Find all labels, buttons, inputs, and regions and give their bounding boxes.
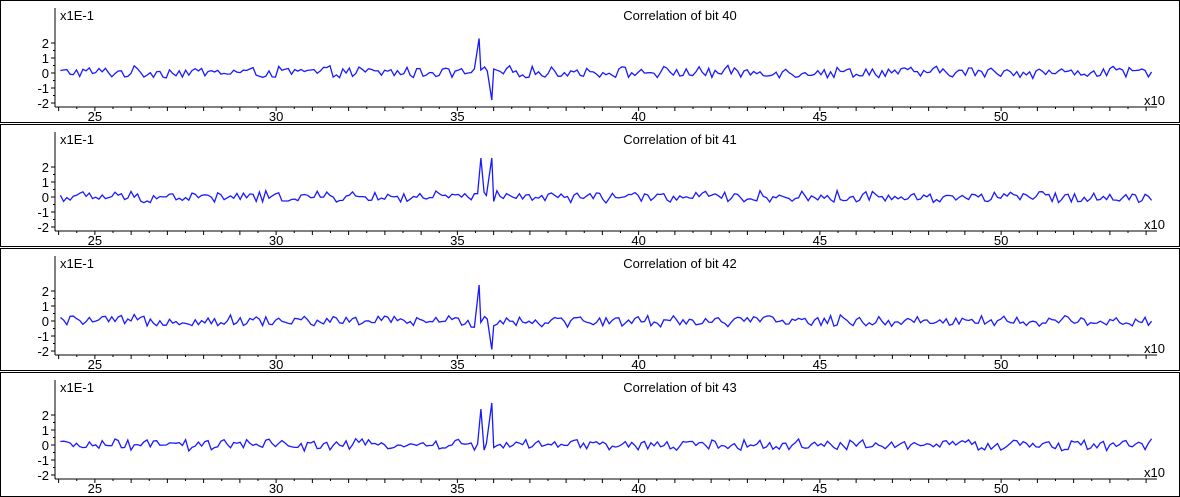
panel-frame [0,372,1180,497]
x-multiplier-label: x10 [1144,465,1165,480]
x-multiplier-label: x10 [1144,93,1165,108]
y-tick-label: 2 [42,284,49,299]
y-tick-label: 2 [42,408,49,423]
x-tick-label: 40 [631,109,645,123]
y-tick-label: -1 [37,205,49,220]
y-tick-label: 0 [42,438,49,453]
x-tick-label: 35 [450,233,464,247]
x-tick-label: 50 [994,109,1008,123]
x-multiplier-label: x10 [1144,217,1165,232]
y-tick-label: -2 [37,96,49,111]
x-tick-label: 45 [813,481,827,496]
y-multiplier-label: x1E-1 [60,380,94,395]
y-tick-label: -1 [37,81,49,96]
x-tick-label: 25 [88,357,102,371]
x-tick-label: 50 [994,481,1008,496]
y-tick-label: 0 [42,66,49,81]
y-tick-label: -2 [37,220,49,235]
x-tick-label: 45 [813,233,827,247]
chart-panel-2: -2 -1 0 1 2 25 30 35 40 45 50 Correlation of bit 42… [0,248,1180,371]
x-tick-label: 25 [88,109,102,123]
y-tick-label: 1 [42,51,49,66]
correlation-series-line [59,284,1153,350]
panel-frame [0,0,1180,123]
x-tick-label: 30 [269,357,283,371]
chart-panel-1: -2 -1 0 1 2 25 30 35 40 45 50 Correlation of bit 41… [0,124,1180,247]
y-multiplier-label: x1E-1 [60,132,94,147]
x-tick-label: 50 [994,357,1008,371]
y-tick-label: 2 [42,160,49,175]
x-tick-label: 30 [269,481,283,496]
chart-title: Correlation of bit 43 [623,380,736,395]
y-tick-label: 2 [42,36,49,51]
x-tick-label: 40 [631,481,645,496]
x-tick-label: 45 [813,109,827,123]
chart-title: Correlation of bit 41 [623,132,736,147]
x-tick-label: 45 [813,357,827,371]
x-tick-label: 30 [269,109,283,123]
y-tick-label: -2 [37,344,49,359]
x-tick-label: 30 [269,233,283,247]
y-tick-label: 1 [42,423,49,438]
x-tick-label: 35 [450,481,464,496]
chart-panel-3: -2 -1 0 1 2 25 30 35 40 45 50 Correlation of bit 43… [0,372,1180,497]
x-tick-label: 35 [450,109,464,123]
chart-title: Correlation of bit 40 [623,8,736,23]
y-multiplier-label: x1E-1 [60,8,94,23]
panel-frame [0,248,1180,371]
chart-panel-0: -2 -1 0 1 2 25 30 35 40 45 50 Correlation of bit 40… [0,0,1180,123]
y-tick-label: -1 [37,453,49,468]
y-tick-label: -2 [37,468,49,483]
y-tick-label: -1 [37,329,49,344]
y-tick-label: 1 [42,299,49,314]
y-tick-label: 1 [42,175,49,190]
panel-frame [0,124,1180,247]
chart-title: Correlation of bit 42 [623,256,736,271]
correlation-series-line [60,38,1153,101]
x-tick-label: 35 [450,357,464,371]
correlation-series-line [60,402,1153,453]
correlation-series-line [59,157,1153,205]
x-tick-label: 25 [88,481,102,496]
x-multiplier-label: x10 [1144,341,1165,356]
x-tick-label: 50 [994,233,1008,247]
x-tick-label: 25 [88,233,102,247]
x-tick-label: 40 [631,357,645,371]
y-multiplier-label: x1E-1 [60,256,94,271]
x-tick-label: 40 [631,233,645,247]
y-tick-label: 0 [42,190,49,205]
y-tick-label: 0 [42,314,49,329]
